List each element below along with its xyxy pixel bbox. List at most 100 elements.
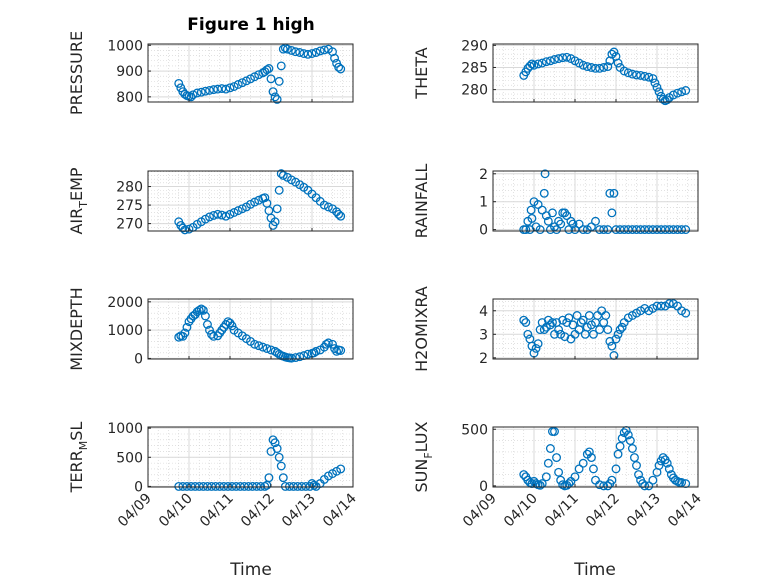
data-series: [519, 47, 691, 106]
data-point: [237, 204, 247, 214]
data-point: [264, 64, 274, 73]
data-point: [315, 46, 325, 56]
data-point: [636, 70, 646, 80]
data-point: [554, 54, 564, 64]
data-point: [311, 48, 321, 57]
y-axis-label-main: PRESSURE: [67, 31, 86, 115]
data-point: [250, 72, 260, 82]
data-point: [603, 481, 613, 491]
y-axis-label-tail: EMP: [67, 167, 86, 201]
data-point: [589, 464, 598, 474]
data-point: [625, 436, 635, 446]
data-point: [673, 88, 682, 98]
data-point: [233, 206, 243, 216]
data-point: [654, 87, 664, 97]
data-point: [336, 211, 346, 221]
data-point: [198, 305, 208, 315]
y-axis-label-subscript: F: [422, 452, 435, 458]
data-point: [613, 329, 623, 339]
data-point: [609, 47, 619, 57]
data-point: [640, 71, 650, 81]
data-point: [664, 464, 674, 474]
x-axis-label-left: Time: [229, 560, 272, 580]
x-tick-label: 04/13: [624, 491, 664, 531]
y-axis-label-main: AIR: [67, 208, 86, 235]
data-point: [188, 90, 198, 100]
data-point: [611, 464, 621, 474]
data-point: [241, 76, 251, 86]
data-point: [613, 449, 623, 459]
data-point: [278, 473, 288, 483]
data-point: [566, 216, 576, 226]
x-tick-label: 04/09: [115, 491, 155, 531]
data-point: [634, 470, 643, 479]
data-point: [535, 480, 545, 490]
data-point: [556, 219, 566, 229]
data-point: [202, 320, 212, 329]
data-point: [270, 438, 280, 448]
data-point: [276, 461, 286, 471]
data-point: [182, 322, 192, 332]
data-point: [196, 304, 206, 314]
data-point: [221, 84, 231, 94]
data-point: [550, 427, 559, 436]
data-point: [584, 447, 594, 457]
axes-frame: [147, 298, 354, 360]
data-point: [282, 44, 292, 54]
data-point: [256, 481, 266, 491]
data-point: [276, 61, 286, 71]
data-point: [548, 318, 557, 327]
data-point: [681, 225, 691, 235]
data-point: [307, 49, 317, 58]
y-tick-label: 290: [461, 38, 488, 54]
y-axis-label-tail: LUX: [412, 421, 431, 452]
data-point: [178, 223, 188, 233]
data-point: [648, 475, 658, 485]
data-point: [334, 62, 344, 72]
data-point: [278, 170, 288, 180]
data-point: [330, 53, 339, 63]
data-point: [539, 188, 549, 198]
data-point: [539, 325, 549, 335]
axes-frame: [492, 170, 699, 232]
data-point: [196, 87, 206, 97]
data-point: [623, 430, 633, 440]
data-point: [258, 342, 268, 352]
data-point: [586, 63, 596, 72]
data-point: [227, 321, 237, 331]
data-point: [272, 94, 282, 104]
data-point: [192, 88, 202, 98]
data-point: [627, 69, 637, 79]
data-point: [615, 325, 625, 335]
data-point: [545, 444, 555, 453]
data-point: [533, 59, 543, 69]
data-point: [278, 44, 288, 54]
y-axis-label-main: RAINFALL: [412, 164, 431, 239]
data-point: [648, 74, 658, 83]
data-point: [262, 65, 272, 75]
data-point: [519, 470, 529, 479]
data-point: [599, 225, 609, 235]
data-point: [568, 320, 578, 330]
data-point: [174, 332, 184, 342]
data-point: [229, 208, 239, 217]
data-point: [599, 481, 609, 491]
data-point: [260, 193, 270, 203]
data-point: [272, 444, 282, 454]
y-tick-label: 0: [479, 479, 488, 495]
data-point: [601, 311, 611, 320]
data-point: [560, 332, 570, 342]
data-point: [526, 205, 536, 215]
data-point: [644, 72, 654, 82]
data-point: [572, 311, 582, 320]
data-point: [589, 329, 598, 339]
y-axis-label-subscript: M: [77, 441, 90, 451]
data-point: [595, 480, 605, 490]
y-tick-label: 0: [134, 479, 143, 495]
data-point: [186, 92, 196, 102]
data-point: [658, 453, 668, 463]
data-point: [570, 472, 580, 482]
data-point: [681, 86, 691, 95]
data-point: [552, 453, 561, 463]
data-point: [654, 461, 664, 470]
